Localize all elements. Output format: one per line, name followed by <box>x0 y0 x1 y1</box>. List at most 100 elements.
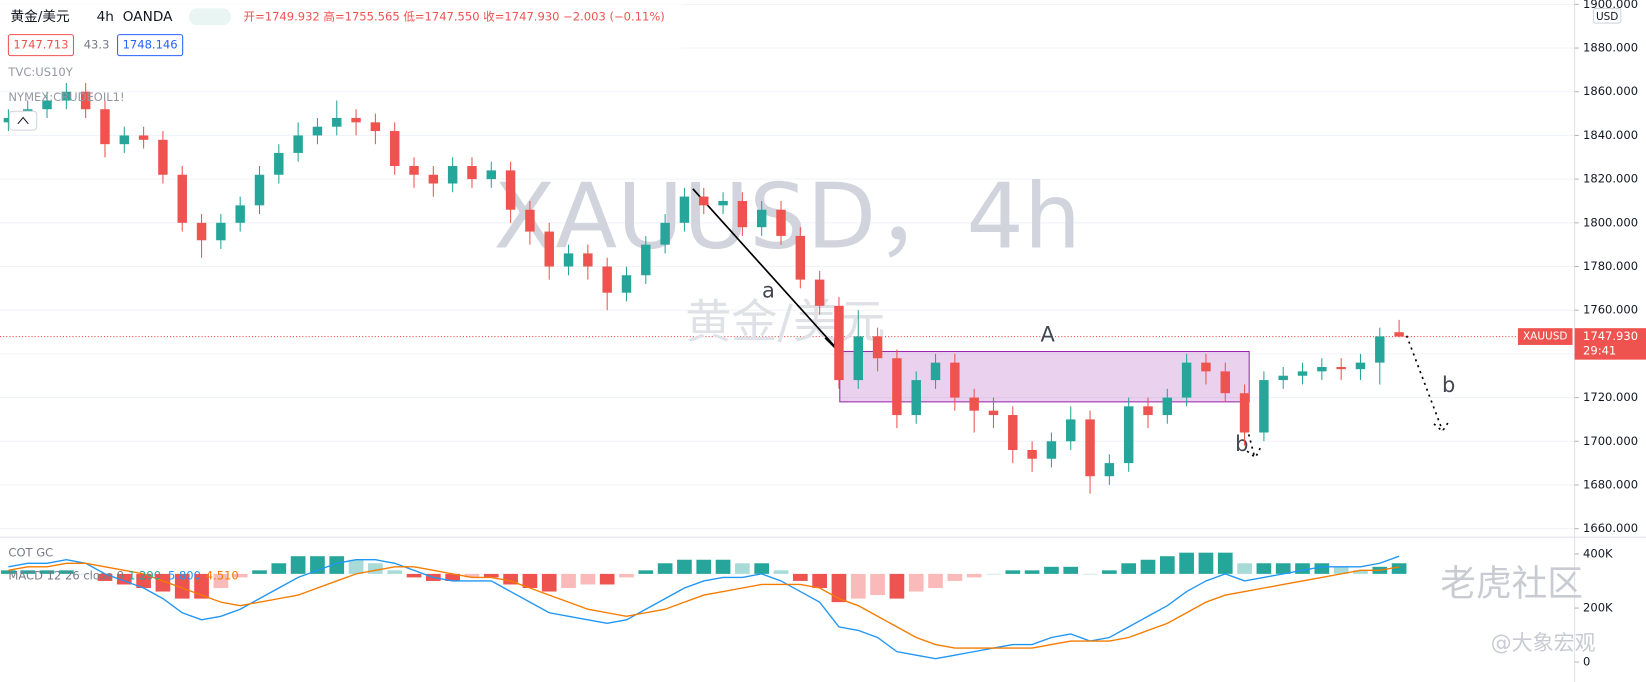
currency: USD <box>1596 11 1618 23</box>
indicator-reading: 5.800 <box>168 569 201 583</box>
candle-body <box>80 91 91 110</box>
candle-body <box>312 126 323 136</box>
histogram-bar <box>387 570 403 574</box>
candle-body <box>834 305 844 381</box>
indicator-reading: 1.290 <box>128 569 161 583</box>
candle-body <box>911 380 921 416</box>
histogram-bar <box>638 570 654 574</box>
histogram-bar <box>213 573 229 589</box>
y-tick-label: 1900.000 <box>1583 0 1638 11</box>
histogram-bar <box>850 573 866 599</box>
y2-tick-label: 0 <box>1583 655 1590 669</box>
buy-box[interactable] <box>117 34 184 57</box>
histogram-bar <box>986 573 1001 575</box>
candle-body <box>1143 406 1153 416</box>
candle-body <box>119 135 130 145</box>
histogram-bar <box>464 573 480 578</box>
candle-body <box>1046 441 1057 459</box>
candle-body <box>660 222 670 245</box>
histogram-bar <box>1024 570 1040 574</box>
candle-body <box>602 266 612 293</box>
histogram-bar <box>1353 570 1368 574</box>
sell-box[interactable] <box>7 34 75 57</box>
interval: 4h <box>97 9 114 25</box>
histogram-bar <box>792 573 808 581</box>
annotation: b <box>1442 373 1455 397</box>
candle-body <box>158 139 168 175</box>
candle-body <box>1336 366 1346 370</box>
spread: 43.3 <box>84 38 110 52</box>
candle-body <box>351 117 361 123</box>
histogram-bar <box>599 573 615 585</box>
histogram-bar <box>174 573 190 599</box>
footer-author: @大象宏观 <box>1491 631 1596 655</box>
histogram-bar <box>812 573 827 589</box>
candle-body <box>544 231 554 267</box>
indicator-reading: 4.510 <box>206 569 239 583</box>
candle-body <box>486 170 497 180</box>
candle-body <box>1066 419 1076 442</box>
histogram-bar <box>1391 563 1407 574</box>
candle-body <box>1104 463 1115 477</box>
sell: 1747.713 <box>13 38 68 52</box>
histogram-bar <box>1333 566 1349 574</box>
y-tick-label: 1800.000 <box>1583 215 1638 229</box>
candle-body <box>447 166 458 184</box>
y-tick-label: 1840.000 <box>1583 128 1638 142</box>
histogram-bar <box>1295 563 1310 574</box>
histogram-bar <box>1314 563 1330 574</box>
histogram-bar <box>580 573 596 585</box>
price-tag-symbol-box <box>1517 328 1573 345</box>
overlay-label: TVC:US10Y <box>7 65 73 79</box>
indicator-label: MACD 12 26 close 9 <box>8 569 124 583</box>
status-badge[interactable] <box>188 8 231 26</box>
ohlc: 开=1749.932 高=1755.565 低=1747.550 收=1747.… <box>244 9 665 23</box>
histogram-bar <box>928 573 943 589</box>
candle-body <box>563 253 574 267</box>
candle-body <box>42 100 52 110</box>
footer-watermark: 老虎社区 <box>1440 563 1583 604</box>
candle-body <box>1355 362 1366 370</box>
header-bg <box>0 0 683 63</box>
watermark: XAUUSD，4h <box>494 164 1081 269</box>
candle-body <box>969 397 979 411</box>
candle-body <box>1239 393 1250 433</box>
arrow-b <box>1405 335 1450 433</box>
histogram-bar <box>541 573 557 592</box>
candle-body <box>737 200 748 228</box>
candle-body <box>3 117 14 123</box>
histogram-bar <box>1237 563 1252 574</box>
candle-body <box>892 358 902 416</box>
histogram-bar <box>1159 556 1175 574</box>
candle-body <box>370 122 381 132</box>
candle-body <box>1297 371 1308 376</box>
y-tick-label: 1760.000 <box>1583 303 1638 317</box>
histogram-bar <box>1121 563 1137 574</box>
y-tick-label: 1660.000 <box>1583 521 1638 535</box>
currency-box <box>1592 7 1622 24</box>
indicator-title: COT GC <box>8 545 53 559</box>
y-tick-label: 1720.000 <box>1583 390 1638 404</box>
collapse-button[interactable] <box>8 110 38 131</box>
buy: 1748.146 <box>123 38 178 52</box>
annotation: b <box>1235 432 1248 456</box>
candle-body <box>1027 449 1037 459</box>
candle-body <box>872 336 883 359</box>
candle-body <box>332 117 342 127</box>
price-tag-box <box>1574 328 1646 360</box>
candle-body <box>1278 375 1288 381</box>
histogram-bar <box>715 559 731 574</box>
signal-line <box>8 562 1400 649</box>
histogram-bar <box>1179 552 1194 574</box>
histogram-bar <box>116 573 132 585</box>
histogram-bar <box>773 570 789 574</box>
candle-body <box>428 174 439 184</box>
histogram-bar <box>252 570 267 574</box>
candle-body <box>814 279 825 306</box>
overlay-label: NYMEX:CRUDEOIL1! <box>8 90 124 104</box>
candle-body <box>621 275 632 293</box>
candle-body <box>254 174 265 206</box>
candle-body <box>1181 362 1192 398</box>
histogram-bar <box>619 573 634 578</box>
